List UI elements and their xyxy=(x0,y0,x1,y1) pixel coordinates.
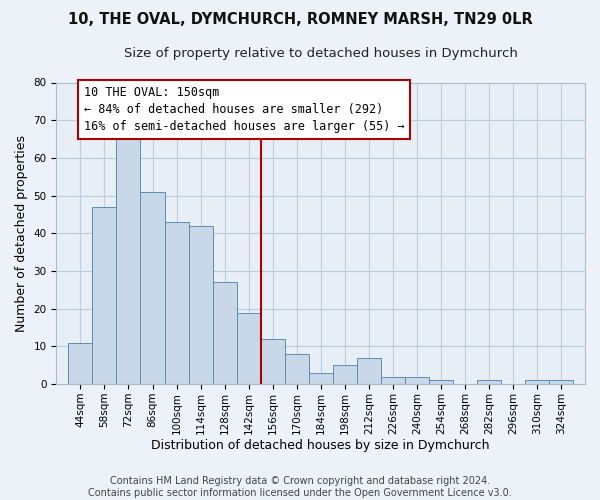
Bar xyxy=(381,376,405,384)
X-axis label: Distribution of detached houses by size in Dymchurch: Distribution of detached houses by size … xyxy=(151,440,490,452)
Title: Size of property relative to detached houses in Dymchurch: Size of property relative to detached ho… xyxy=(124,48,518,60)
Bar xyxy=(429,380,453,384)
Text: 10, THE OVAL, DYMCHURCH, ROMNEY MARSH, TN29 0LR: 10, THE OVAL, DYMCHURCH, ROMNEY MARSH, T… xyxy=(68,12,532,28)
Bar xyxy=(477,380,501,384)
Bar xyxy=(164,222,188,384)
Bar xyxy=(188,226,212,384)
Bar xyxy=(357,358,381,384)
Bar xyxy=(92,207,116,384)
Bar xyxy=(260,339,284,384)
Bar xyxy=(68,342,92,384)
Bar xyxy=(525,380,549,384)
Text: Contains HM Land Registry data © Crown copyright and database right 2024.
Contai: Contains HM Land Registry data © Crown c… xyxy=(88,476,512,498)
Bar xyxy=(212,282,236,384)
Text: 10 THE OVAL: 150sqm
← 84% of detached houses are smaller (292)
16% of semi-detac: 10 THE OVAL: 150sqm ← 84% of detached ho… xyxy=(84,86,404,134)
Y-axis label: Number of detached properties: Number of detached properties xyxy=(15,135,28,332)
Bar xyxy=(140,192,164,384)
Bar xyxy=(308,373,333,384)
Bar xyxy=(549,380,573,384)
Bar xyxy=(284,354,308,384)
Bar xyxy=(405,376,429,384)
Bar xyxy=(236,312,260,384)
Bar xyxy=(116,139,140,384)
Bar xyxy=(333,366,357,384)
